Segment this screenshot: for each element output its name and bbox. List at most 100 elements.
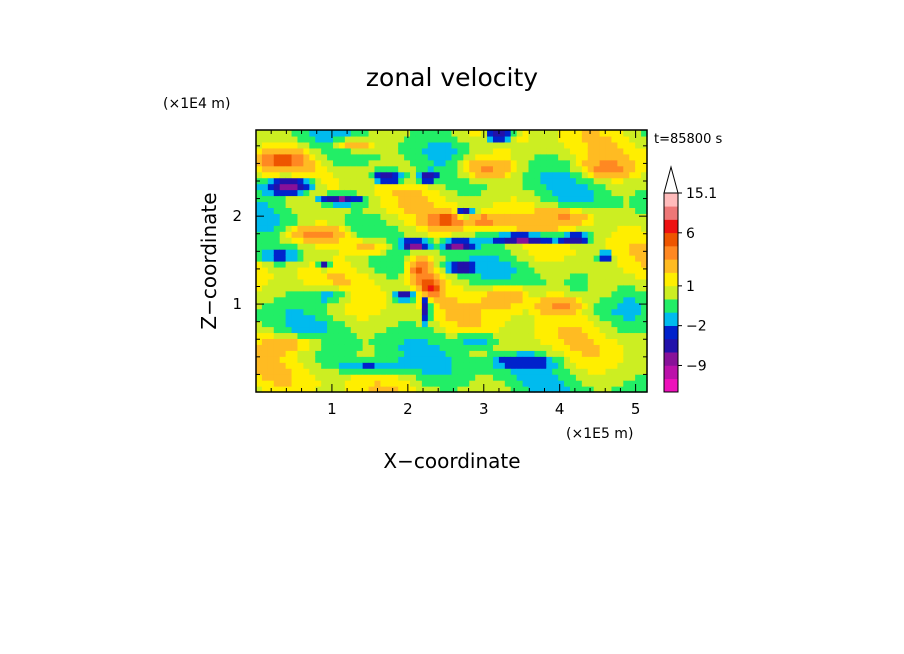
field-cell xyxy=(415,135,423,143)
field-cell xyxy=(291,314,299,322)
field-cell xyxy=(415,201,423,208)
field-cell xyxy=(463,362,470,369)
field-cell xyxy=(256,380,263,387)
field-cell xyxy=(421,207,429,214)
field-cell xyxy=(635,344,642,351)
field-cell xyxy=(303,380,310,387)
field-cell xyxy=(575,332,583,339)
field-cell xyxy=(487,183,494,191)
field-cell xyxy=(333,326,340,334)
field-cell xyxy=(374,290,381,298)
field-cell xyxy=(439,302,447,310)
field-cell xyxy=(564,386,571,393)
field-cell xyxy=(599,225,607,232)
field-cell xyxy=(410,338,417,345)
field-cell xyxy=(617,272,624,280)
field-cell xyxy=(492,213,500,220)
field-cell xyxy=(463,249,470,256)
field-cell xyxy=(273,213,281,220)
field-cell xyxy=(451,153,459,161)
field-cell xyxy=(641,261,648,268)
field-cell xyxy=(575,284,583,292)
field-cell xyxy=(356,338,364,345)
field-cell xyxy=(599,374,607,381)
field-cell xyxy=(534,249,541,256)
field-cell xyxy=(380,141,387,149)
field-cell xyxy=(321,356,328,363)
field-cell xyxy=(463,272,470,280)
field-cell xyxy=(451,147,459,155)
field-cell xyxy=(617,266,624,274)
field-cell xyxy=(617,356,624,363)
field-cell xyxy=(374,278,381,286)
field-cell xyxy=(564,237,571,244)
field-cell xyxy=(575,243,583,250)
field-cell xyxy=(285,308,293,316)
field-cell xyxy=(463,350,470,357)
field-cell xyxy=(492,231,500,238)
field-cell xyxy=(427,380,435,387)
field-cell xyxy=(587,195,595,203)
field-cell xyxy=(534,356,541,363)
field-cell xyxy=(439,261,447,268)
field-cell xyxy=(327,296,334,304)
field-cell xyxy=(350,141,358,149)
field-cell xyxy=(421,266,429,274)
field-cell xyxy=(368,290,376,298)
field-cell xyxy=(469,147,476,155)
field-cell xyxy=(374,213,381,220)
field-cell xyxy=(368,255,376,262)
field-cell xyxy=(285,171,293,179)
field-cell xyxy=(386,201,393,208)
field-cell xyxy=(315,266,322,274)
field-cell xyxy=(569,261,577,268)
field-cell xyxy=(575,326,583,334)
field-cell xyxy=(629,261,636,268)
field-cell xyxy=(439,368,447,375)
field-cell xyxy=(481,135,488,143)
field-cell xyxy=(492,225,500,232)
field-cell xyxy=(540,362,547,369)
field-cell xyxy=(546,165,553,173)
field-cell xyxy=(380,338,387,345)
field-cell xyxy=(528,177,536,185)
field-cell xyxy=(552,219,559,226)
field-cell xyxy=(427,249,435,256)
field-cell xyxy=(321,189,328,197)
field-cell xyxy=(451,296,459,304)
field-cell xyxy=(451,266,459,274)
field-cell xyxy=(279,255,287,262)
field-cell xyxy=(309,308,316,316)
field-cell xyxy=(273,272,281,280)
field-cell xyxy=(380,362,387,369)
field-cell xyxy=(350,153,358,161)
field-cell xyxy=(504,272,512,280)
field-cell xyxy=(297,278,304,286)
field-cell xyxy=(338,195,346,203)
field-cell xyxy=(611,290,618,298)
field-cell xyxy=(327,213,334,220)
field-cell xyxy=(421,243,429,250)
field-cell xyxy=(267,147,275,155)
field-cell xyxy=(593,261,601,268)
field-cell xyxy=(267,189,275,197)
field-cell xyxy=(333,290,340,298)
field-cell xyxy=(528,332,536,339)
field-cell xyxy=(356,326,364,334)
field-cell xyxy=(327,207,334,214)
field-cell xyxy=(605,356,613,363)
field-cell xyxy=(569,326,577,334)
field-cell xyxy=(350,219,358,226)
field-cell xyxy=(522,201,530,208)
field-cell xyxy=(415,225,423,232)
field-cell xyxy=(504,386,512,393)
field-cell xyxy=(344,249,352,256)
field-cell xyxy=(356,290,364,298)
field-cell xyxy=(256,356,263,363)
field-cell xyxy=(386,326,393,334)
field-cell xyxy=(641,308,648,316)
field-cell xyxy=(510,225,518,232)
field-cell xyxy=(445,213,453,220)
field-cell xyxy=(386,159,393,167)
field-cell xyxy=(356,225,364,232)
